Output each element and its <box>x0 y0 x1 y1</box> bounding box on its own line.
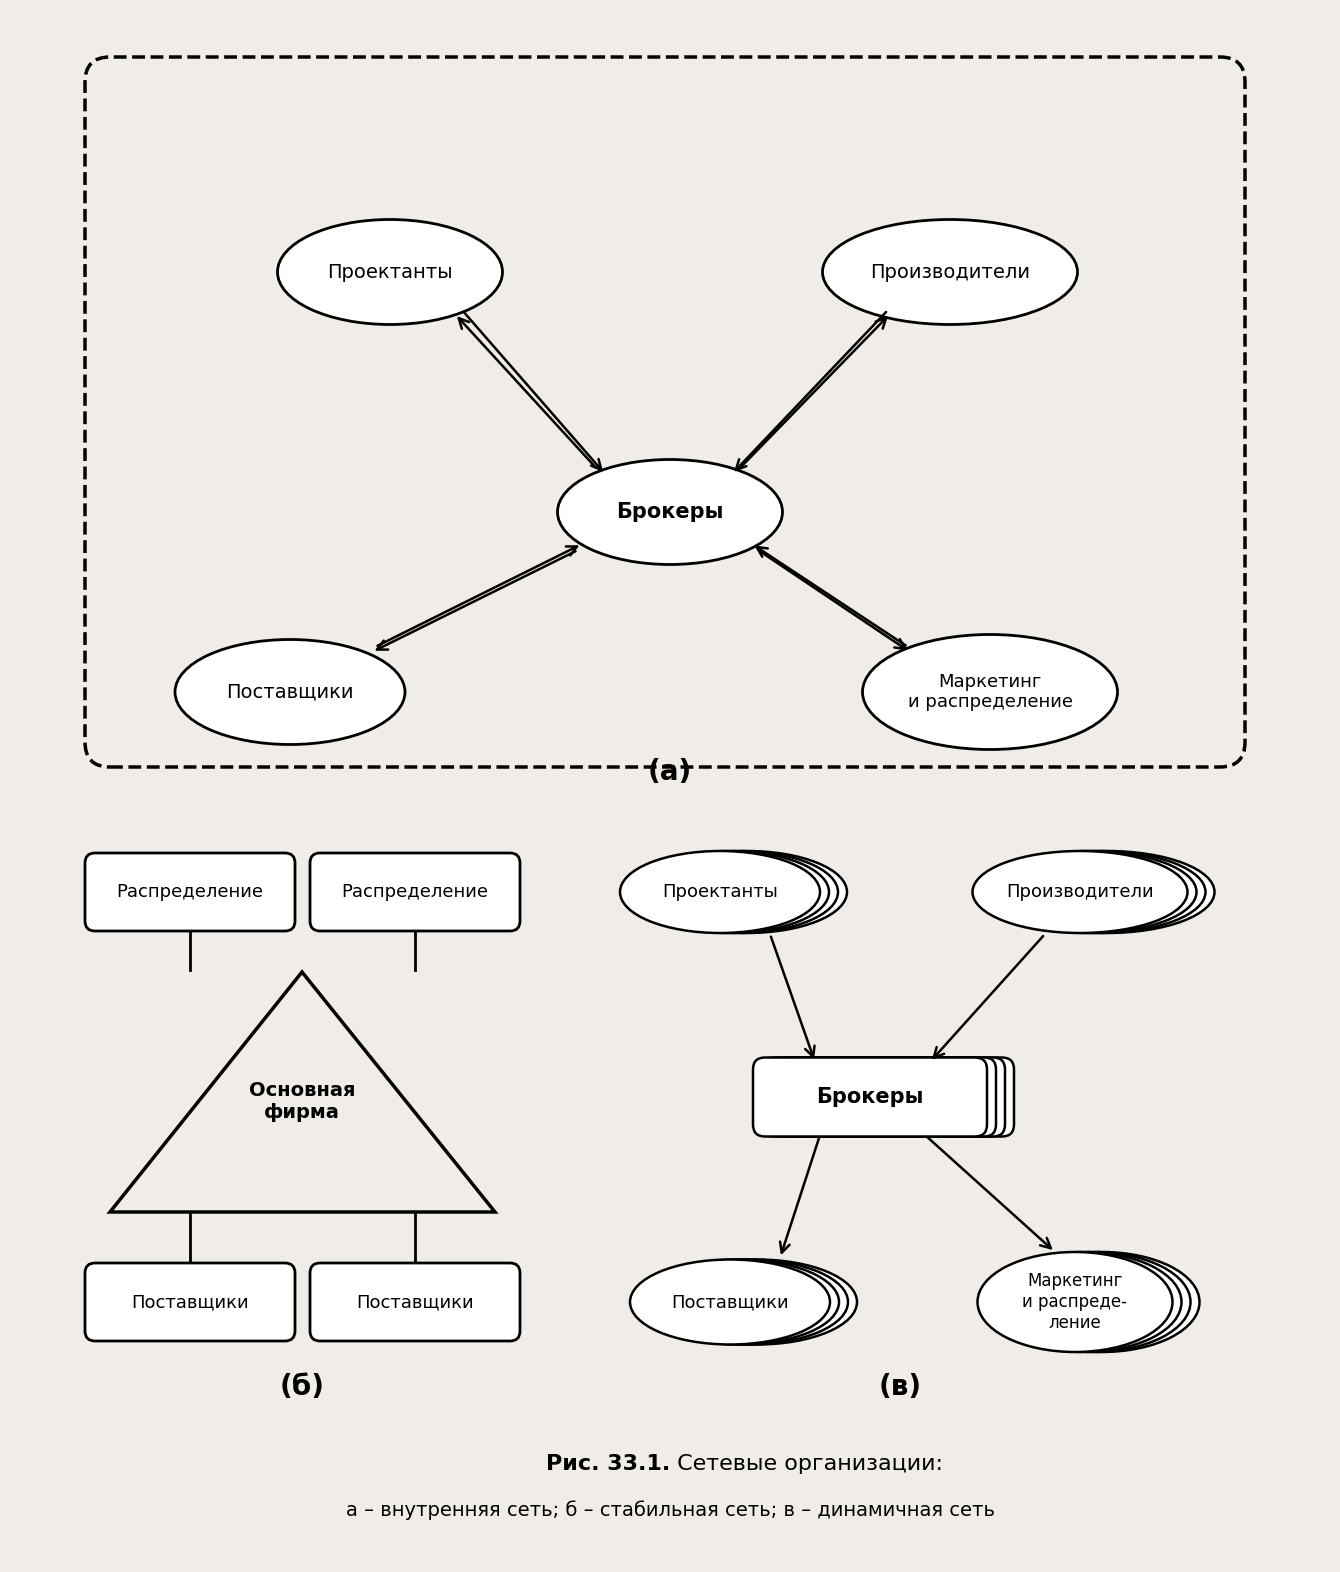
Text: (б): (б) <box>280 1372 324 1401</box>
Ellipse shape <box>977 1251 1172 1352</box>
Ellipse shape <box>657 1259 858 1344</box>
Text: Производители: Производители <box>870 263 1030 281</box>
Ellipse shape <box>557 459 783 564</box>
Text: Брокеры: Брокеры <box>616 501 724 522</box>
FancyBboxPatch shape <box>780 1058 1014 1137</box>
Ellipse shape <box>277 220 502 324</box>
Text: Брокеры: Брокеры <box>816 1086 923 1107</box>
Ellipse shape <box>990 850 1206 934</box>
Text: Основная
фирма: Основная фирма <box>249 1082 355 1122</box>
Ellipse shape <box>863 635 1118 750</box>
Ellipse shape <box>823 220 1077 324</box>
Text: а – внутренняя сеть; б – стабильная сеть; в – динамичная сеть: а – внутренняя сеть; б – стабильная сеть… <box>346 1500 994 1520</box>
Text: Поставщики: Поставщики <box>356 1294 474 1311</box>
Text: Маркетинг
и распреде-
ление: Маркетинг и распреде- ление <box>1022 1272 1127 1331</box>
Text: Маркетинг
и распределение: Маркетинг и распределение <box>907 673 1072 712</box>
Ellipse shape <box>647 850 847 934</box>
FancyBboxPatch shape <box>84 1262 295 1341</box>
Ellipse shape <box>981 850 1197 934</box>
Ellipse shape <box>638 850 838 934</box>
FancyBboxPatch shape <box>753 1058 988 1137</box>
Text: Сетевые организации:: Сетевые организации: <box>670 1454 943 1475</box>
FancyBboxPatch shape <box>310 1262 520 1341</box>
Ellipse shape <box>1005 1251 1199 1352</box>
Text: Поставщики: Поставщики <box>226 682 354 701</box>
Text: Распределение: Распределение <box>342 883 489 901</box>
Ellipse shape <box>639 1259 839 1344</box>
FancyBboxPatch shape <box>770 1058 1005 1137</box>
Ellipse shape <box>628 850 829 934</box>
Ellipse shape <box>1000 850 1214 934</box>
Text: Рис. 33.1.: Рис. 33.1. <box>545 1454 670 1475</box>
Ellipse shape <box>649 1259 848 1344</box>
Text: (а): (а) <box>647 758 693 786</box>
Text: Поставщики: Поставщики <box>671 1294 789 1311</box>
Text: Распределение: Распределение <box>117 883 264 901</box>
Text: Поставщики: Поставщики <box>131 1294 249 1311</box>
FancyBboxPatch shape <box>762 1058 996 1137</box>
Ellipse shape <box>620 850 820 934</box>
Ellipse shape <box>986 1251 1182 1352</box>
Ellipse shape <box>996 1251 1190 1352</box>
Text: Проектанты: Проектанты <box>662 883 779 901</box>
Text: (в): (в) <box>879 1372 922 1401</box>
Text: Проектанты: Проектанты <box>327 263 453 281</box>
Ellipse shape <box>630 1259 829 1344</box>
FancyBboxPatch shape <box>84 854 295 931</box>
Ellipse shape <box>973 850 1187 934</box>
Text: Производители: Производители <box>1006 883 1154 901</box>
FancyBboxPatch shape <box>310 854 520 931</box>
Ellipse shape <box>176 640 405 745</box>
